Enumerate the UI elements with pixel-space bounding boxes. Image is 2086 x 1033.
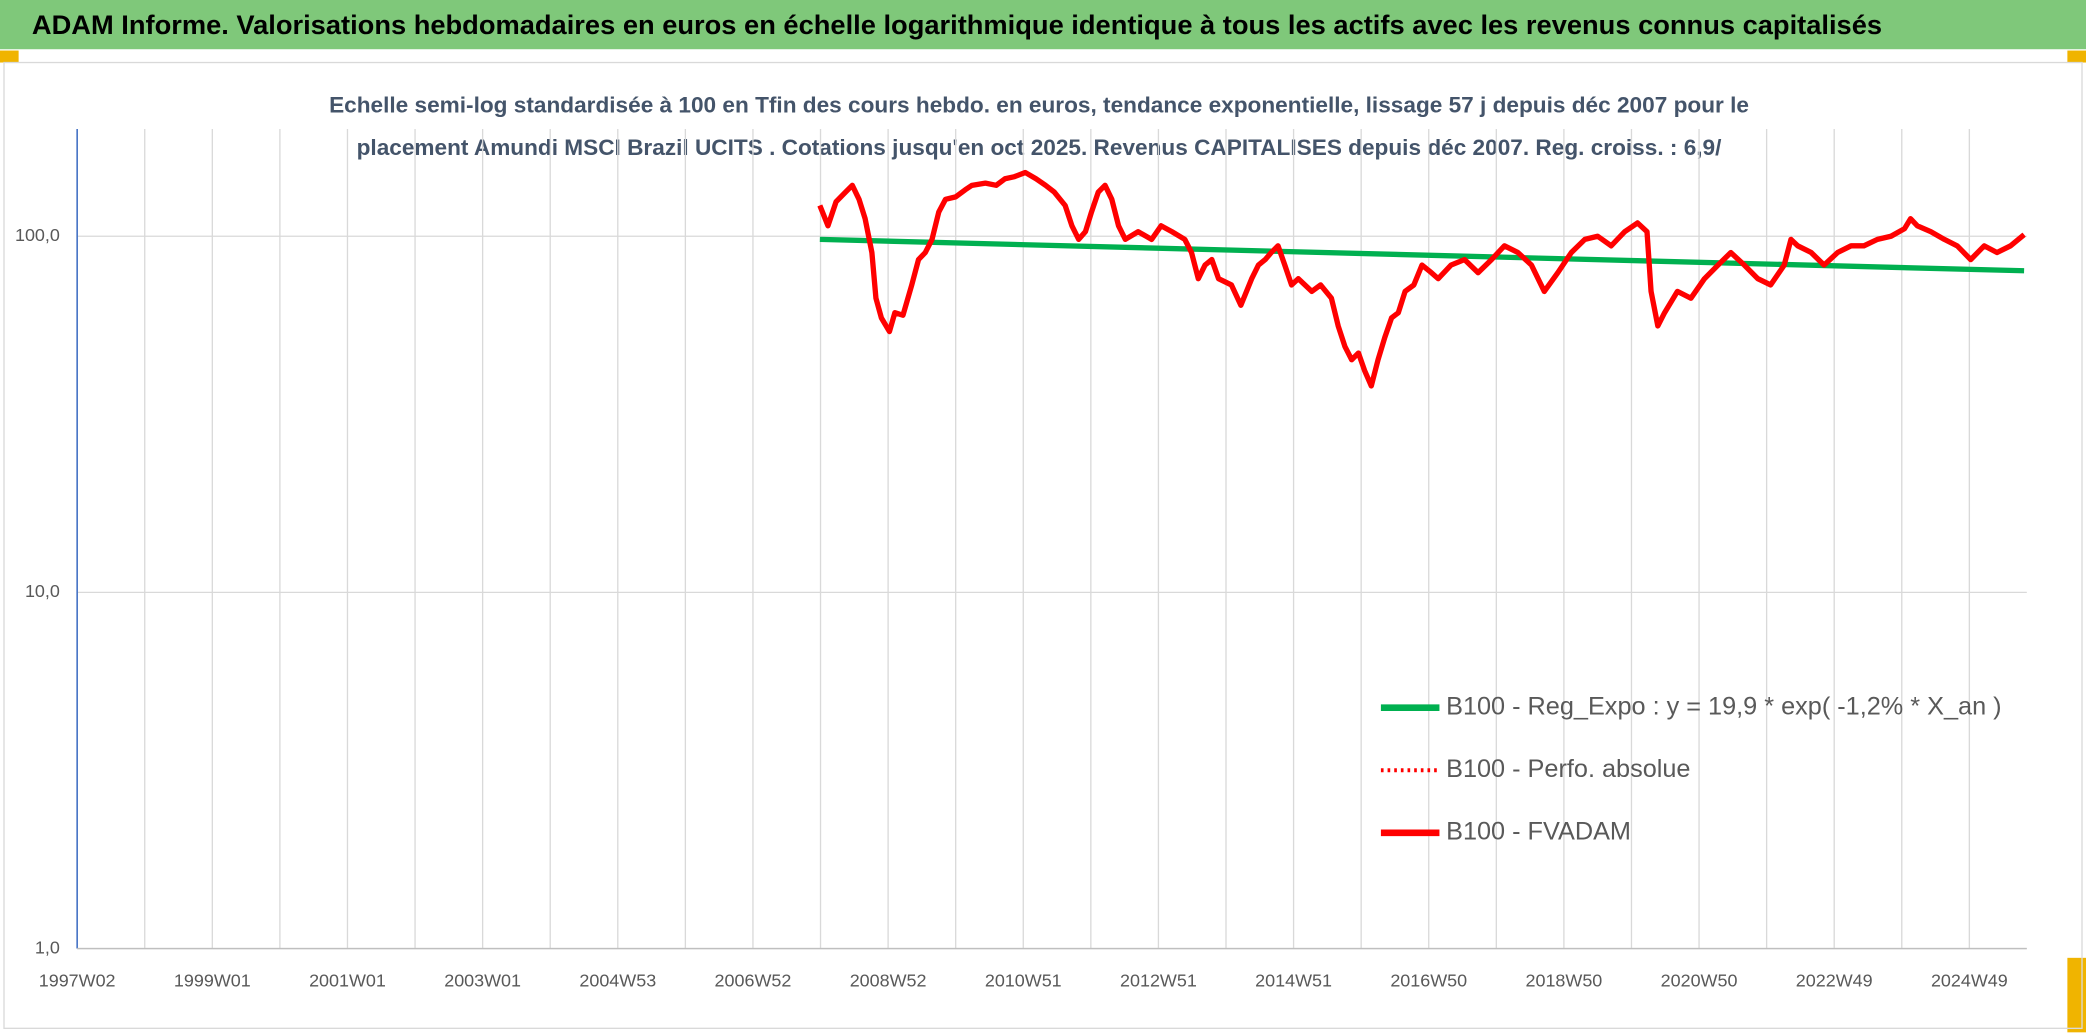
y-tick-label: 1,0 <box>35 937 60 957</box>
chart-frame <box>3 61 2083 1030</box>
legend-label: B100 - Reg_Expo : y = 19,9 * exp( -1,2% … <box>1446 692 2001 720</box>
x-tick-label: 2024W49 <box>1931 971 2008 991</box>
grid: 1,0 10,0 100,0 1997W02 1999W01 2001W01 2003W01… <box>15 129 2027 991</box>
x-tick-label: 2001W01 <box>309 971 386 991</box>
legend-label: B100 - FVADAM <box>1446 817 1631 845</box>
x-tick-label: 1999W01 <box>174 971 251 991</box>
x-tick-label: 2010W51 <box>985 971 1062 991</box>
plot-area <box>817 169 2026 389</box>
corner-mark <box>0 50 19 63</box>
legend-label: B100 - Perfo. absolue <box>1446 755 1690 783</box>
x-tick-label: 2022W49 <box>1796 971 1873 991</box>
chart-title: ADAM Informe. Valorisations hebdomadaire… <box>32 9 1882 40</box>
y-tick-label: 100,0 <box>15 225 60 245</box>
x-tick-label: 2016W50 <box>1390 971 1467 991</box>
x-tick-label: 2020W50 <box>1661 971 1738 991</box>
corner-mark <box>2067 957 2086 1033</box>
chart-subtitle: placement Amundi MSCI Brazil UCITS . Cot… <box>357 135 1723 160</box>
series-line <box>817 169 2026 389</box>
legend: B100 - Reg_Expo : y = 19,9 * exp( -1,2% … <box>1380 692 2002 845</box>
chart-subtitle: Echelle semi-log standardisée à 100 en T… <box>329 92 1749 117</box>
x-tick-label: 2014W51 <box>1255 971 1332 991</box>
x-tick-label: 2008W52 <box>850 971 927 991</box>
x-tick-label: 1997W02 <box>39 971 116 991</box>
x-tick-label: 2012W51 <box>1120 971 1197 991</box>
x-tick-label: 2006W52 <box>715 971 792 991</box>
title-banner <box>0 0 2086 50</box>
x-tick-label: 2004W53 <box>579 971 656 991</box>
y-tick-label: 10,0 <box>25 581 60 601</box>
x-tick-label: 2018W50 <box>1525 971 1602 991</box>
x-tick-label: 2003W01 <box>444 971 521 991</box>
corner-mark <box>2067 50 2086 63</box>
